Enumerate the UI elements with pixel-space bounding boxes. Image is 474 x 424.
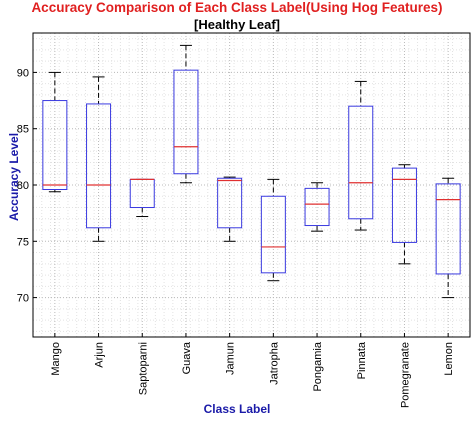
y-tick-label: 85 (17, 124, 29, 136)
box-arjun (86, 76, 112, 242)
x-tick-label-jatropha: Jatropha (268, 341, 280, 385)
box-pinnata (348, 80, 374, 231)
x-tick-label-jamun: Jamun (225, 342, 237, 375)
box-body (391, 167, 417, 243)
box-jamun (217, 176, 243, 242)
x-axis-label: Class Label (203, 402, 271, 416)
chart-subtitle: [Healthy Leaf] (194, 17, 280, 32)
box-saptoparni (129, 178, 155, 218)
box-body (348, 105, 374, 220)
chart-title: Accuracy Comparison of Each Class Label(… (31, 0, 443, 15)
box-body (173, 69, 199, 175)
x-tick-label-guava: Guava (181, 341, 193, 374)
box-lemon (435, 177, 461, 299)
box-body (435, 183, 461, 275)
x-tick-label-pinnata: Pinnata (356, 341, 368, 379)
x-tick-label-pongamia: Pongamia (312, 341, 324, 391)
boxes (42, 44, 461, 299)
grid (32, 33, 470, 337)
plot-frame (32, 32, 471, 338)
y-tick-label: 90 (17, 67, 29, 79)
y-tick-label: 75 (17, 236, 29, 248)
box-body (260, 195, 286, 274)
y-tick-label: 70 (17, 293, 29, 305)
box-guava (173, 44, 199, 184)
box-body (304, 187, 330, 227)
box-body (86, 103, 112, 229)
box-pongamia (304, 182, 330, 232)
x-tick-label-pomegranate: Pomegranate (399, 342, 411, 408)
x-tick-label-arjun: Arjun (94, 342, 106, 368)
box-jatropha (260, 178, 286, 282)
box-body (42, 100, 68, 191)
x-tick-label-lemon: Lemon (443, 342, 455, 376)
y-axis-label: Accuracy Level (7, 132, 21, 222)
box-body (217, 177, 243, 229)
x-tick-label-mango: Mango (50, 342, 62, 376)
box-mango (42, 71, 68, 193)
axis-ticks: 70 75 80 85 90 Mango Arjun Saptoparni Guava Jamun… (17, 67, 455, 408)
y-tick-label: 80 (17, 180, 29, 192)
x-tick-label-saptoparni: Saptoparni (137, 342, 149, 395)
box-pomegranate (391, 164, 417, 265)
